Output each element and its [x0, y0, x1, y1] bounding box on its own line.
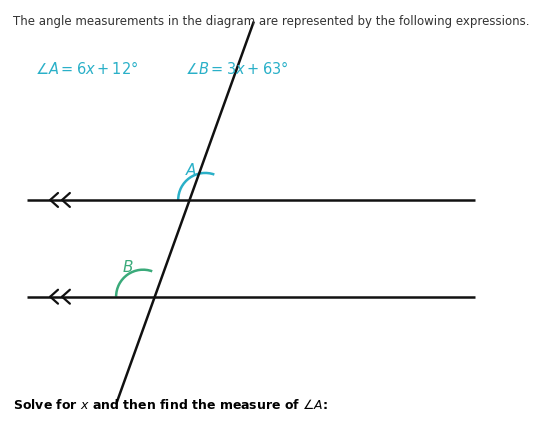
Text: $\angle B = 3x + 63°$: $\angle B = 3x + 63°$	[185, 60, 288, 77]
Text: $A$: $A$	[185, 162, 197, 178]
Text: $\angle A = 6x + 12°$: $\angle A = 6x + 12°$	[35, 60, 138, 77]
Text: $B$: $B$	[122, 259, 133, 275]
Text: The angle measurements in the diagram are represented by the following expressio: The angle measurements in the diagram ar…	[13, 15, 530, 28]
Text: Solve for $x$ and then find the measure of $\angle A$:: Solve for $x$ and then find the measure …	[13, 398, 328, 412]
